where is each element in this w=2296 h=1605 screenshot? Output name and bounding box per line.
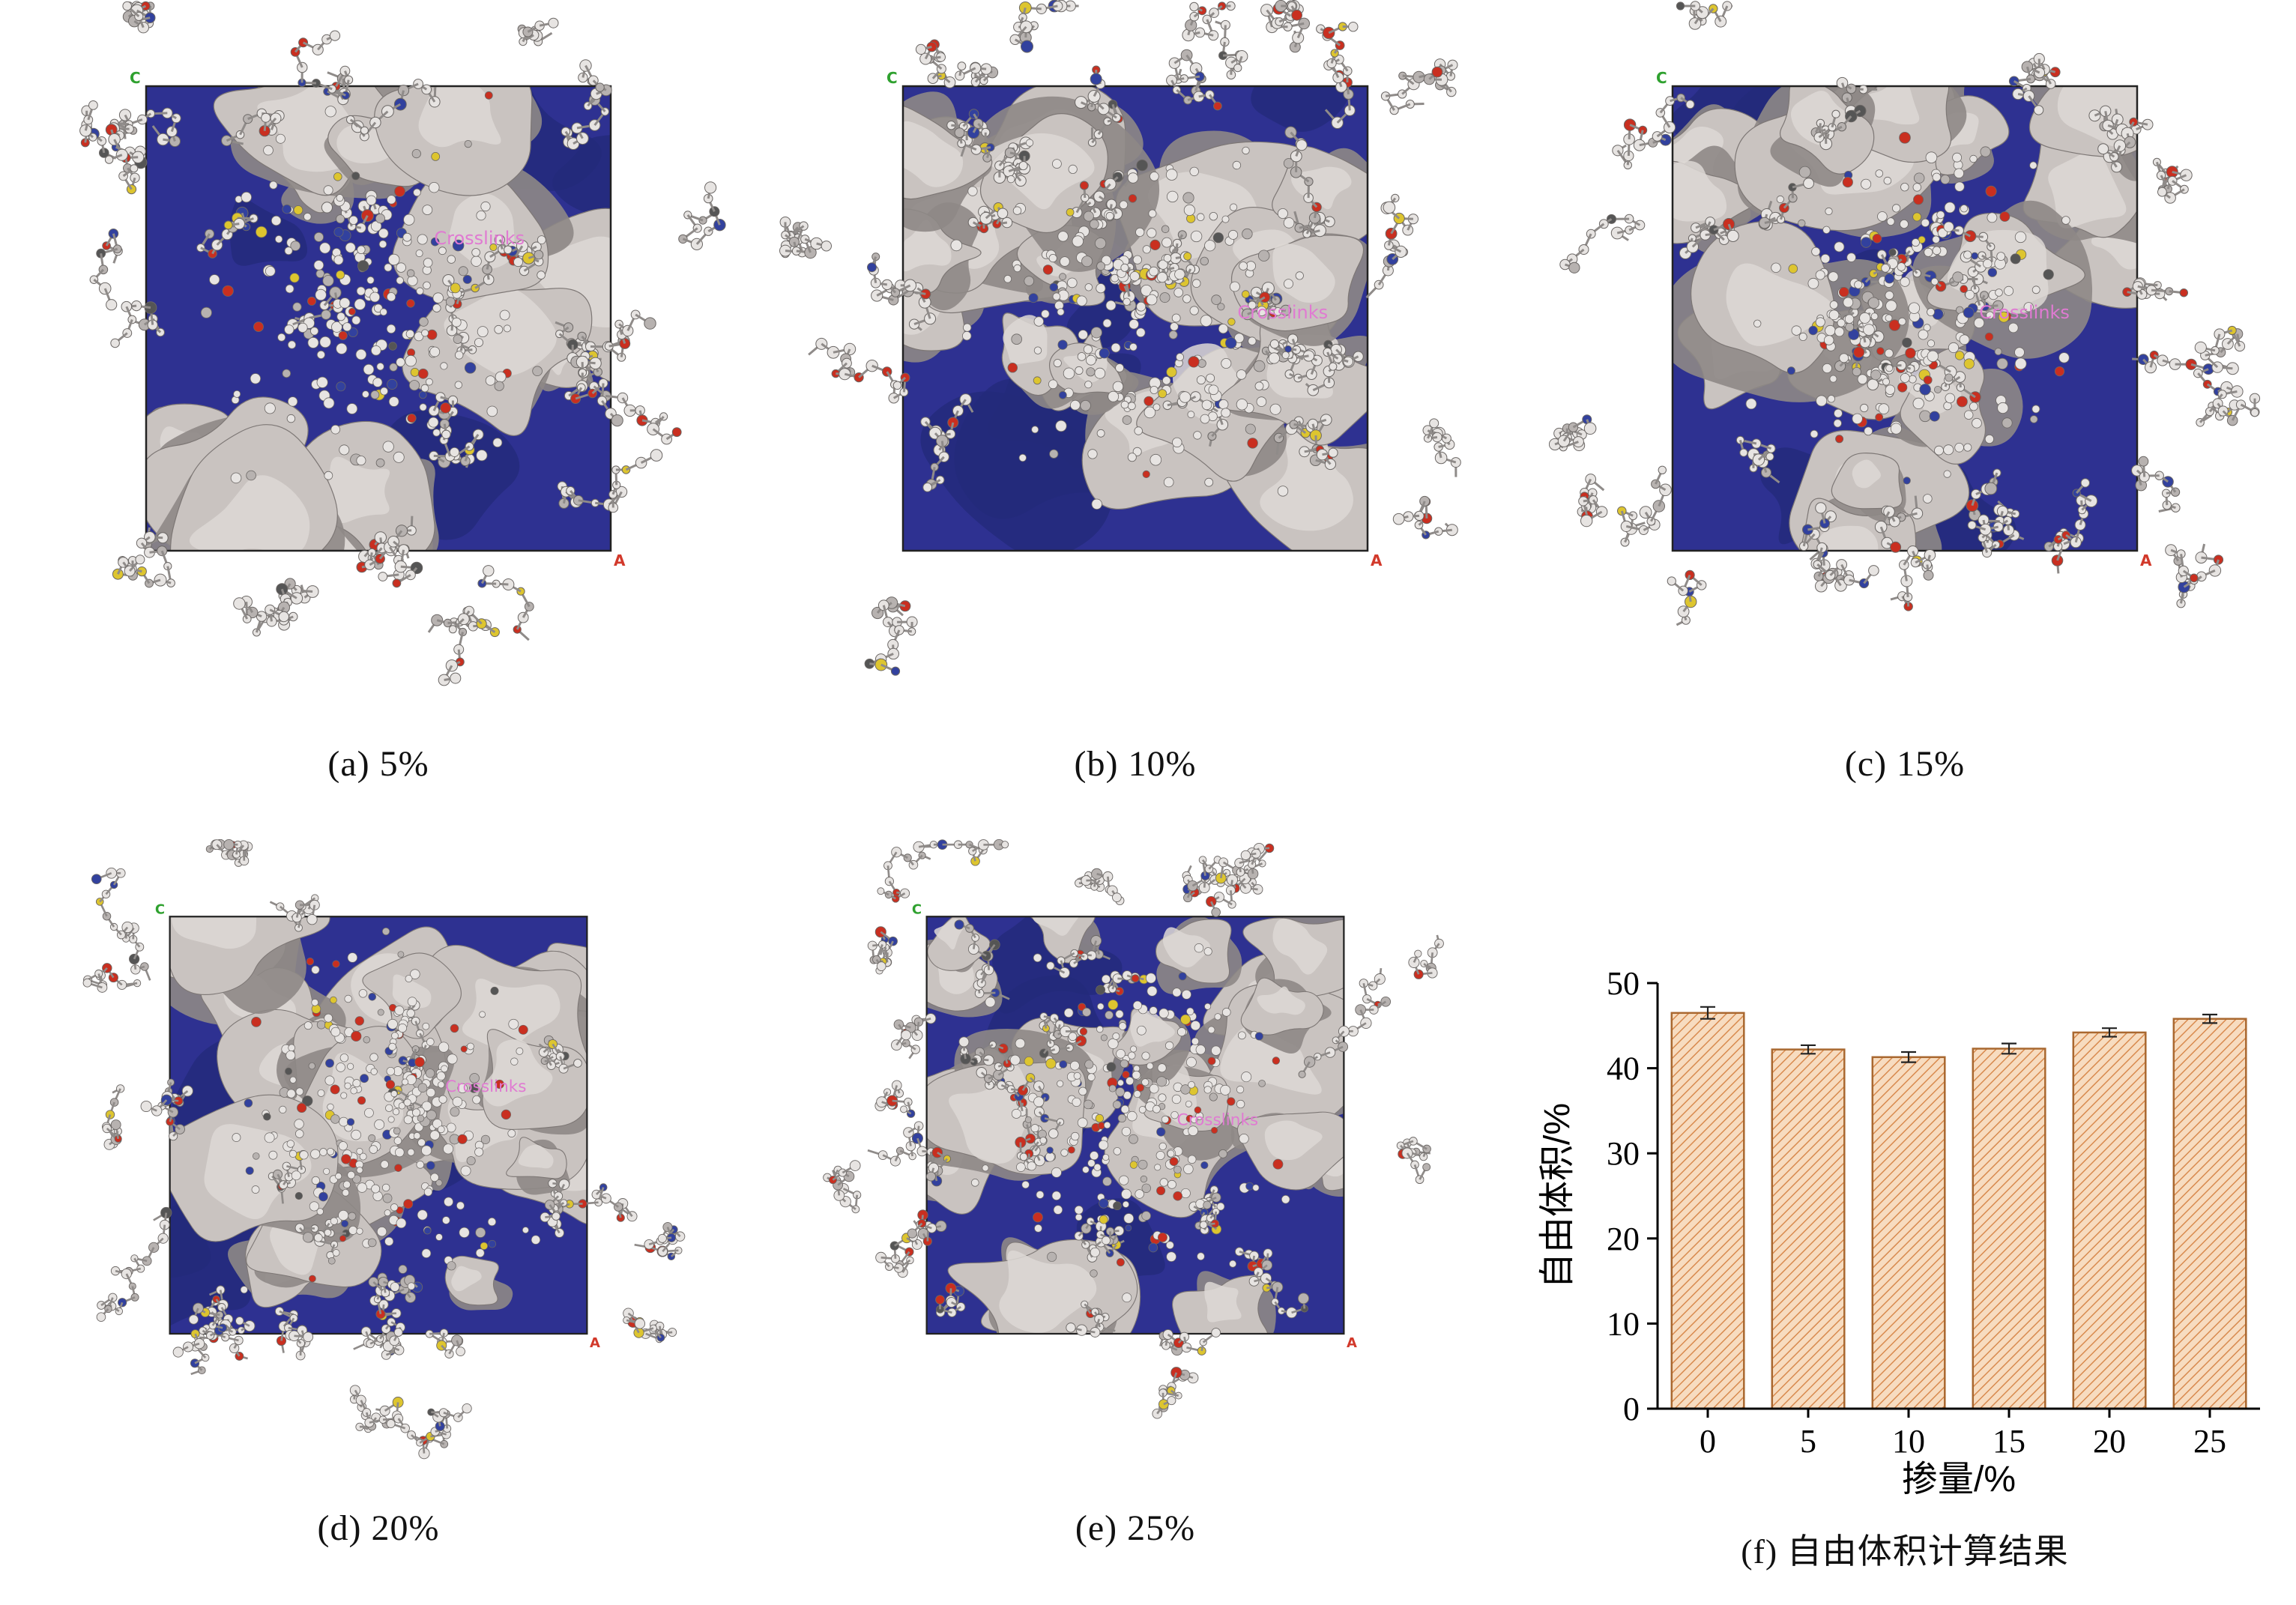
molecular-render-a: Crosslinks C A <box>79 1 726 686</box>
panel-d-caption: (d) 20% <box>317 1508 440 1548</box>
x-tick-label: 10 <box>1892 1423 1925 1460</box>
dense-atom-cluster <box>970 943 1290 1303</box>
x-axis-title: 掺量/% <box>1902 1460 2016 1499</box>
bar-20 <box>2072 1031 2147 1410</box>
bar-10 <box>1871 1056 1946 1410</box>
x-tick-label: 20 <box>2093 1423 2126 1460</box>
simulation-box-outline <box>901 85 1369 552</box>
bar-15 <box>1972 1048 2046 1410</box>
simulation-box-outline <box>1671 85 2139 552</box>
dense-atom-cluster <box>950 139 1304 510</box>
x-tick-label: 25 <box>2193 1423 2226 1460</box>
crosslinks-label: Crosslinks <box>434 228 525 249</box>
molecular-render-b: Crosslinks C A <box>779 0 1461 676</box>
dense-atom-cluster <box>232 927 541 1294</box>
panel-f-caption: (f) 自由体积计算结果 <box>1741 1532 2069 1571</box>
polymer-gray-surface <box>926 916 1344 1334</box>
panel-a: Crosslinks C A (a) 5% <box>0 0 757 839</box>
panel-f: 0 10 20 30 40 50 0 5 10 15 20 25 自由体积/% 掺量/% (f) 自由体积… <box>1514 839 2296 1605</box>
box-axis-label-C: C <box>912 902 922 918</box>
molecule-chains <box>82 839 686 1460</box>
dense-atom-cluster <box>1745 132 2070 504</box>
crosslinks-label: Crosslinks <box>1177 1111 1258 1130</box>
crosslinks-label: Crosslinks <box>1237 302 1328 323</box>
crosslinks-label: Crosslinks <box>445 1077 526 1096</box>
box-axis-label-C: C <box>1656 69 1667 87</box>
panel-e: Crosslinks C A (e) 25% <box>757 839 1514 1605</box>
y-tick-label: 10 <box>1607 1305 1640 1342</box>
y-axis-title: 自由体积/% <box>1538 1103 1577 1289</box>
bar-25 <box>2172 1018 2247 1410</box>
y-tick-label: 30 <box>1607 1135 1640 1172</box>
box-axis-label-A: A <box>590 1335 600 1351</box>
y-tick-label: 50 <box>1607 965 1640 1002</box>
molecular-render-d: Crosslinks C A <box>82 839 686 1460</box>
y-tick-label: 40 <box>1607 1051 1640 1087</box>
dense-atom-cluster <box>200 91 546 484</box>
simulation-box-outline <box>925 916 1345 1335</box>
x-tick-label: 0 <box>1700 1423 1716 1460</box>
panel-e-caption: (e) 25% <box>1075 1508 1196 1548</box>
panel-b-caption: (b) 10% <box>1074 744 1197 784</box>
molecule-chains <box>79 1 726 686</box>
panel-b: Crosslinks C A (b) 10% <box>757 0 1514 839</box>
box-axis-label-C: C <box>155 902 165 918</box>
y-tick-label: 20 <box>1607 1221 1640 1257</box>
box-axis-label-C: C <box>886 69 898 87</box>
x-tick-label: 5 <box>1800 1423 1816 1460</box>
y-tick-label: 0 <box>1623 1391 1640 1427</box>
crosslinks-label: Crosslinks <box>1979 302 2070 323</box>
box-axis-label-A: A <box>1371 551 1383 569</box>
x-tick-label: 15 <box>1993 1423 2025 1460</box>
bar-5 <box>1771 1048 1846 1410</box>
panel-c-caption: (c) 15% <box>1844 744 1966 784</box>
bar-0 <box>1670 1012 1745 1410</box>
panel-d: Crosslinks C A (d) 20% <box>0 839 757 1605</box>
free-volume-bar-chart: 0 10 20 30 40 50 0 5 10 15 20 25 自由体积/% 掺量/% <box>1538 965 2260 1499</box>
box-axis-label-C: C <box>130 69 141 87</box>
box-axis-label-A: A <box>1347 1335 1357 1351</box>
box-axis-label-A: A <box>2140 551 2152 569</box>
bars <box>1670 1006 2247 1410</box>
panel-a-caption: (a) 5% <box>327 744 429 784</box>
molecular-render-c: Crosslinks C A <box>1549 1 2261 626</box>
panel-c: Crosslinks C A (c) 15% <box>1514 0 2296 839</box>
molecular-render-e: Crosslinks C A <box>823 839 1444 1419</box>
box-axis-label-A: A <box>614 551 626 569</box>
